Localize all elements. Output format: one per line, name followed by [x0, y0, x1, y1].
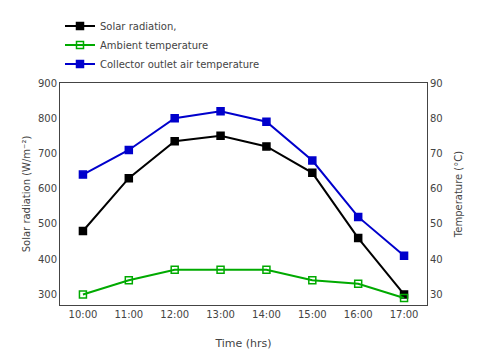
svg-text:Solar radiation (W/m⁻²): Solar radiation (W/m⁻²): [21, 136, 32, 253]
svg-text:30: 30: [430, 289, 443, 300]
svg-text:17:00: 17:00: [390, 309, 419, 320]
svg-text:Ambient temperature: Ambient temperature: [100, 40, 208, 51]
svg-text:600: 600: [38, 183, 57, 194]
svg-text:500: 500: [38, 218, 57, 229]
svg-text:10:00: 10:00: [69, 309, 98, 320]
svg-text:Solar radiation,: Solar radiation,: [100, 21, 177, 32]
svg-text:Temperature (°C): Temperature (°C): [453, 151, 464, 238]
svg-text:16:00: 16:00: [344, 309, 373, 320]
svg-text:Time (hrs): Time (hrs): [214, 337, 271, 350]
svg-text:80: 80: [430, 113, 443, 124]
svg-text:60: 60: [430, 183, 443, 194]
svg-text:70: 70: [430, 148, 443, 159]
svg-text:12:00: 12:00: [160, 309, 189, 320]
svg-text:Collector outlet air temperatu: Collector outlet air temperature: [100, 59, 259, 70]
svg-text:11:00: 11:00: [114, 309, 143, 320]
svg-text:13:00: 13:00: [206, 309, 235, 320]
svg-text:15:00: 15:00: [298, 309, 327, 320]
svg-text:90: 90: [430, 78, 443, 89]
svg-text:300: 300: [38, 289, 57, 300]
svg-text:800: 800: [38, 113, 57, 124]
svg-text:700: 700: [38, 148, 57, 159]
svg-text:50: 50: [430, 218, 443, 229]
svg-text:900: 900: [38, 78, 57, 89]
svg-text:40: 40: [430, 254, 443, 265]
svg-text:400: 400: [38, 254, 57, 265]
svg-text:14:00: 14:00: [252, 309, 281, 320]
